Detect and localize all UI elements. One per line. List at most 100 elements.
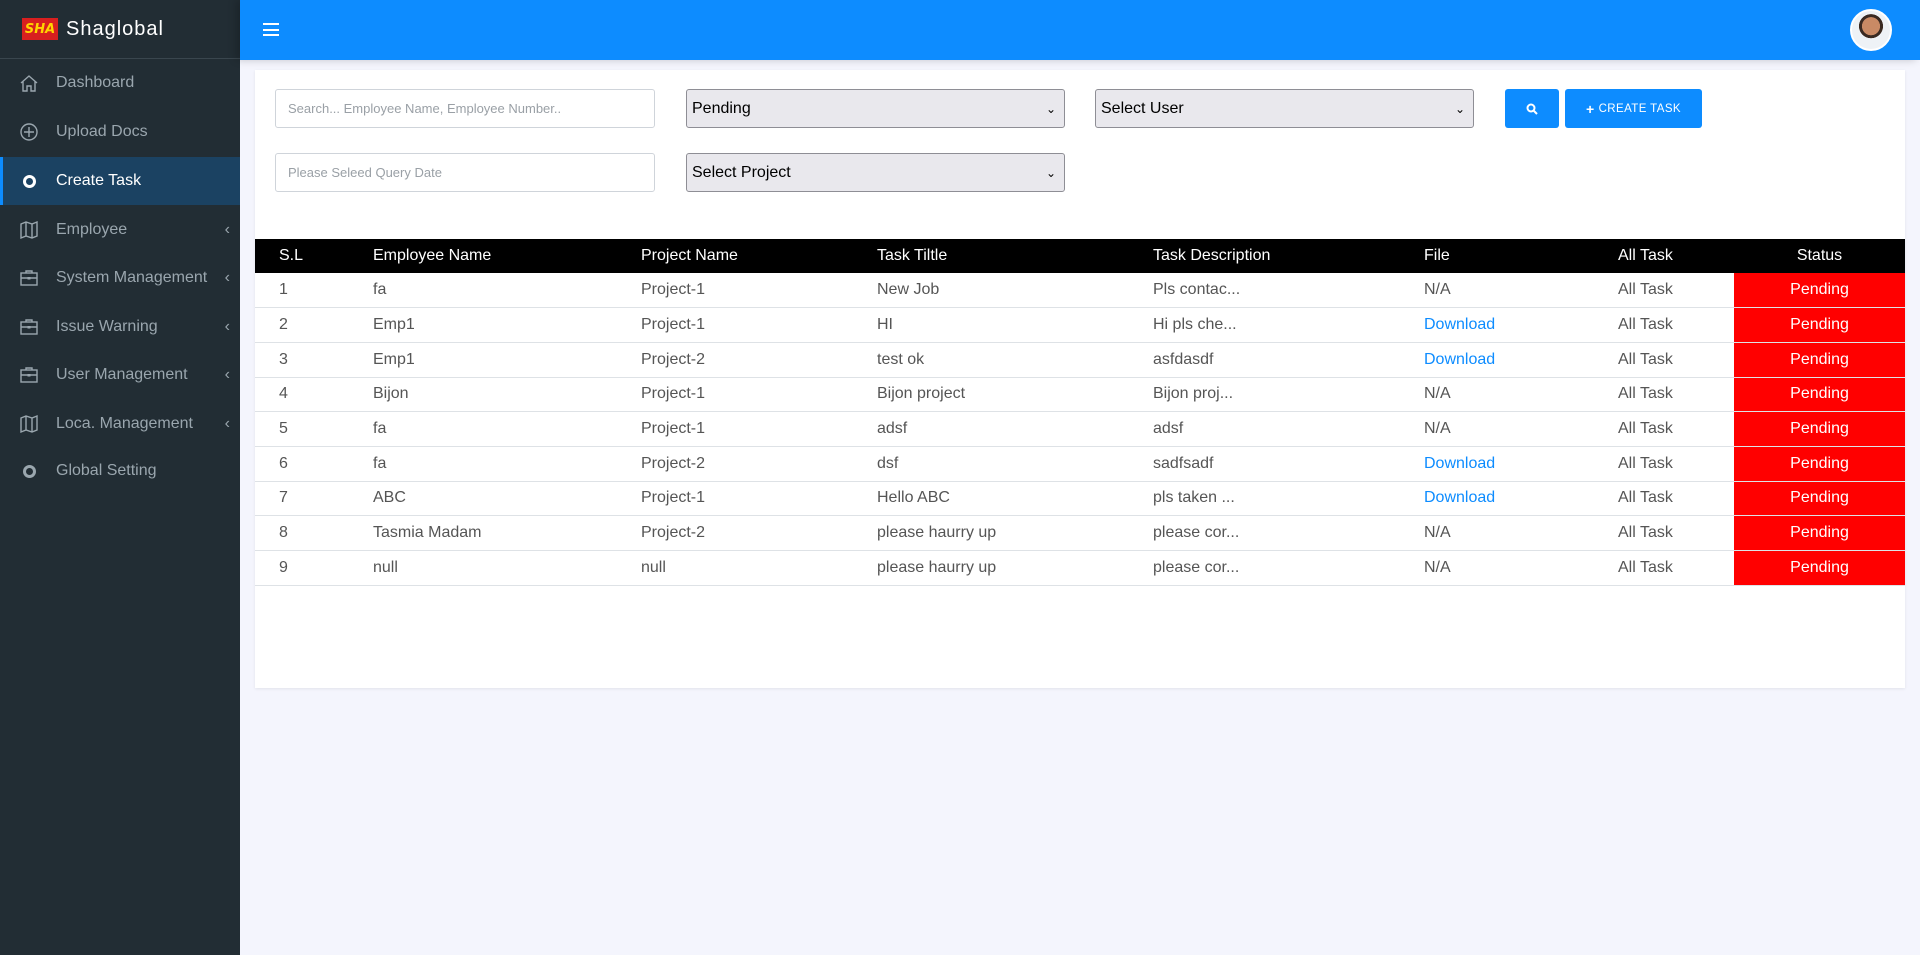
logo: SHA	[22, 18, 58, 40]
task-title-cell: adsf	[853, 411, 1129, 447]
chevron-left-icon: ‹	[224, 269, 230, 286]
download-link[interactable]: Download	[1424, 454, 1496, 472]
project-name-cell: Project-2	[617, 515, 853, 551]
project-name-cell: Project-1	[617, 307, 853, 343]
sidebar-item-label: Loca. Management	[56, 415, 193, 432]
sidebar-item-employee[interactable]: Employee ‹	[0, 206, 240, 254]
sidebar-item-upload-docs[interactable]: Upload Docs	[0, 108, 240, 156]
sidebar-item-user-management[interactable]: User Management ‹	[0, 351, 240, 399]
map-icon	[18, 413, 40, 435]
sidebar-item-label: User Management	[56, 366, 188, 383]
column-header: S.L	[255, 239, 349, 273]
employee-name-cell: fa	[349, 411, 617, 447]
download-link[interactable]: Download	[1424, 350, 1496, 368]
table-row: 4 Bijon Project-1 Bijon project Bijon proj..…	[255, 377, 1905, 413]
task-description-cell: pls taken ...	[1129, 481, 1400, 517]
employee-name-cell: fa	[349, 446, 617, 482]
table-row: 8 Tasmia Madam Project-2 please haurry up pl…	[255, 515, 1905, 551]
column-header: Status	[1734, 239, 1905, 273]
map-icon	[18, 219, 40, 241]
download-link[interactable]: Download	[1424, 489, 1496, 507]
create-task-label: CREATE TASK	[1598, 102, 1681, 115]
project-name-cell: null	[617, 550, 853, 586]
sl-cell: 8	[255, 515, 349, 551]
briefcase-icon	[18, 364, 40, 386]
query-date-input[interactable]: Please Seleed Query Date	[275, 153, 655, 192]
download-link[interactable]: Download	[1424, 316, 1496, 334]
chevron-down-icon: ⌄	[1454, 101, 1465, 116]
file-cell: Download	[1400, 446, 1594, 482]
brand[interactable]: SHA Shaglobal	[0, 0, 240, 59]
chevron-left-icon: ‹	[224, 221, 230, 238]
column-header: All Task	[1594, 239, 1734, 273]
avatar[interactable]	[1850, 9, 1892, 51]
sl-cell: 7	[255, 481, 349, 517]
file-cell: Download	[1400, 342, 1594, 378]
sidebar-item-label: Issue Warning	[56, 318, 158, 335]
task-title-cell: HI	[853, 307, 1129, 343]
task-title-cell: Bijon project	[853, 377, 1129, 413]
home-icon	[18, 72, 40, 94]
circle-icon	[18, 170, 40, 192]
sidebar-item-create-task[interactable]: Create Task	[0, 157, 240, 205]
all-task-cell: All Task	[1594, 273, 1734, 309]
employee-name-cell: Bijon	[349, 377, 617, 413]
create-task-button[interactable]: + CREATE TASK	[1565, 89, 1702, 128]
task-title-cell: please haurry up	[853, 515, 1129, 551]
status-badge: Pending	[1734, 411, 1905, 447]
sidebar-item-global-setting[interactable]: Global Setting	[0, 447, 240, 495]
status-badge: Pending	[1734, 550, 1905, 586]
table-row: 3 Emp1 Project-2 test ok asfdasdf Download All…	[255, 342, 1905, 378]
project-name-cell: Project-1	[617, 377, 853, 413]
project-select-value: Select Project	[692, 163, 791, 181]
column-header: Task Tiltle	[853, 239, 1129, 273]
sidebar-item-dashboard[interactable]: Dashboard	[0, 59, 240, 107]
chevron-left-icon: ‹	[224, 415, 230, 432]
employee-name-cell: Tasmia Madam	[349, 515, 617, 551]
project-name-cell: Project-2	[617, 342, 853, 378]
task-description-cell: adsf	[1129, 411, 1400, 447]
user-select[interactable]: Select User ⌄	[1095, 89, 1474, 128]
status-select-value: Pending	[692, 99, 751, 117]
sidebar-item-label: System Management	[56, 269, 208, 286]
task-title-cell: New Job	[853, 273, 1129, 309]
status-select[interactable]: Pending ⌄	[686, 89, 1065, 128]
table-row: 9 null null please haurry up please cor... N/…	[255, 550, 1905, 586]
file-cell: N/A	[1400, 515, 1594, 551]
all-task-cell: All Task	[1594, 481, 1734, 517]
chevron-left-icon: ‹	[224, 318, 230, 335]
task-description-cell: please cor...	[1129, 550, 1400, 586]
briefcase-icon	[18, 267, 40, 289]
column-header: Task Description	[1129, 239, 1400, 273]
sl-cell: 6	[255, 446, 349, 482]
brand-name: Shaglobal	[66, 17, 164, 40]
table-row: 6 fa Project-2 dsf sadfsadf Download All Task P…	[255, 446, 1905, 482]
sidebar-item-loca-management[interactable]: Loca. Management ‹	[0, 400, 240, 448]
sl-cell: 3	[255, 342, 349, 378]
all-task-cell: All Task	[1594, 307, 1734, 343]
task-description-cell: sadfsadf	[1129, 446, 1400, 482]
column-header: File	[1400, 239, 1594, 273]
menu-toggle-icon[interactable]	[263, 23, 279, 36]
task-title-cell: dsf	[853, 446, 1129, 482]
sidebar: SHA Shaglobal Dashboard Upload Docs Create…	[0, 0, 240, 955]
sidebar-item-label: Dashboard	[56, 74, 135, 91]
file-cell: N/A	[1400, 273, 1594, 309]
task-description-cell: asfdasdf	[1129, 342, 1400, 378]
sidebar-item-issue-warning[interactable]: Issue Warning ‹	[0, 303, 240, 351]
plus-circle-icon	[18, 121, 40, 143]
search-input[interactable]: Search... Employee Name, Employee Number…	[275, 89, 655, 128]
column-header: Employee Name	[349, 239, 617, 273]
all-task-cell: All Task	[1594, 550, 1734, 586]
project-name-cell: Project-1	[617, 273, 853, 309]
sidebar-item-system-management[interactable]: System Management ‹	[0, 254, 240, 302]
chevron-down-icon: ⌄	[1045, 165, 1056, 180]
chevron-down-icon: ⌄	[1045, 101, 1056, 116]
project-name-cell: Project-1	[617, 481, 853, 517]
search-icon	[1526, 103, 1538, 115]
search-button[interactable]	[1505, 89, 1559, 128]
topbar	[240, 0, 1920, 60]
project-select[interactable]: Select Project ⌄	[686, 153, 1065, 192]
table-row: 1 fa Project-1 New Job Pls contac... N/A All T…	[255, 273, 1905, 309]
task-description-cell: Bijon proj...	[1129, 377, 1400, 413]
